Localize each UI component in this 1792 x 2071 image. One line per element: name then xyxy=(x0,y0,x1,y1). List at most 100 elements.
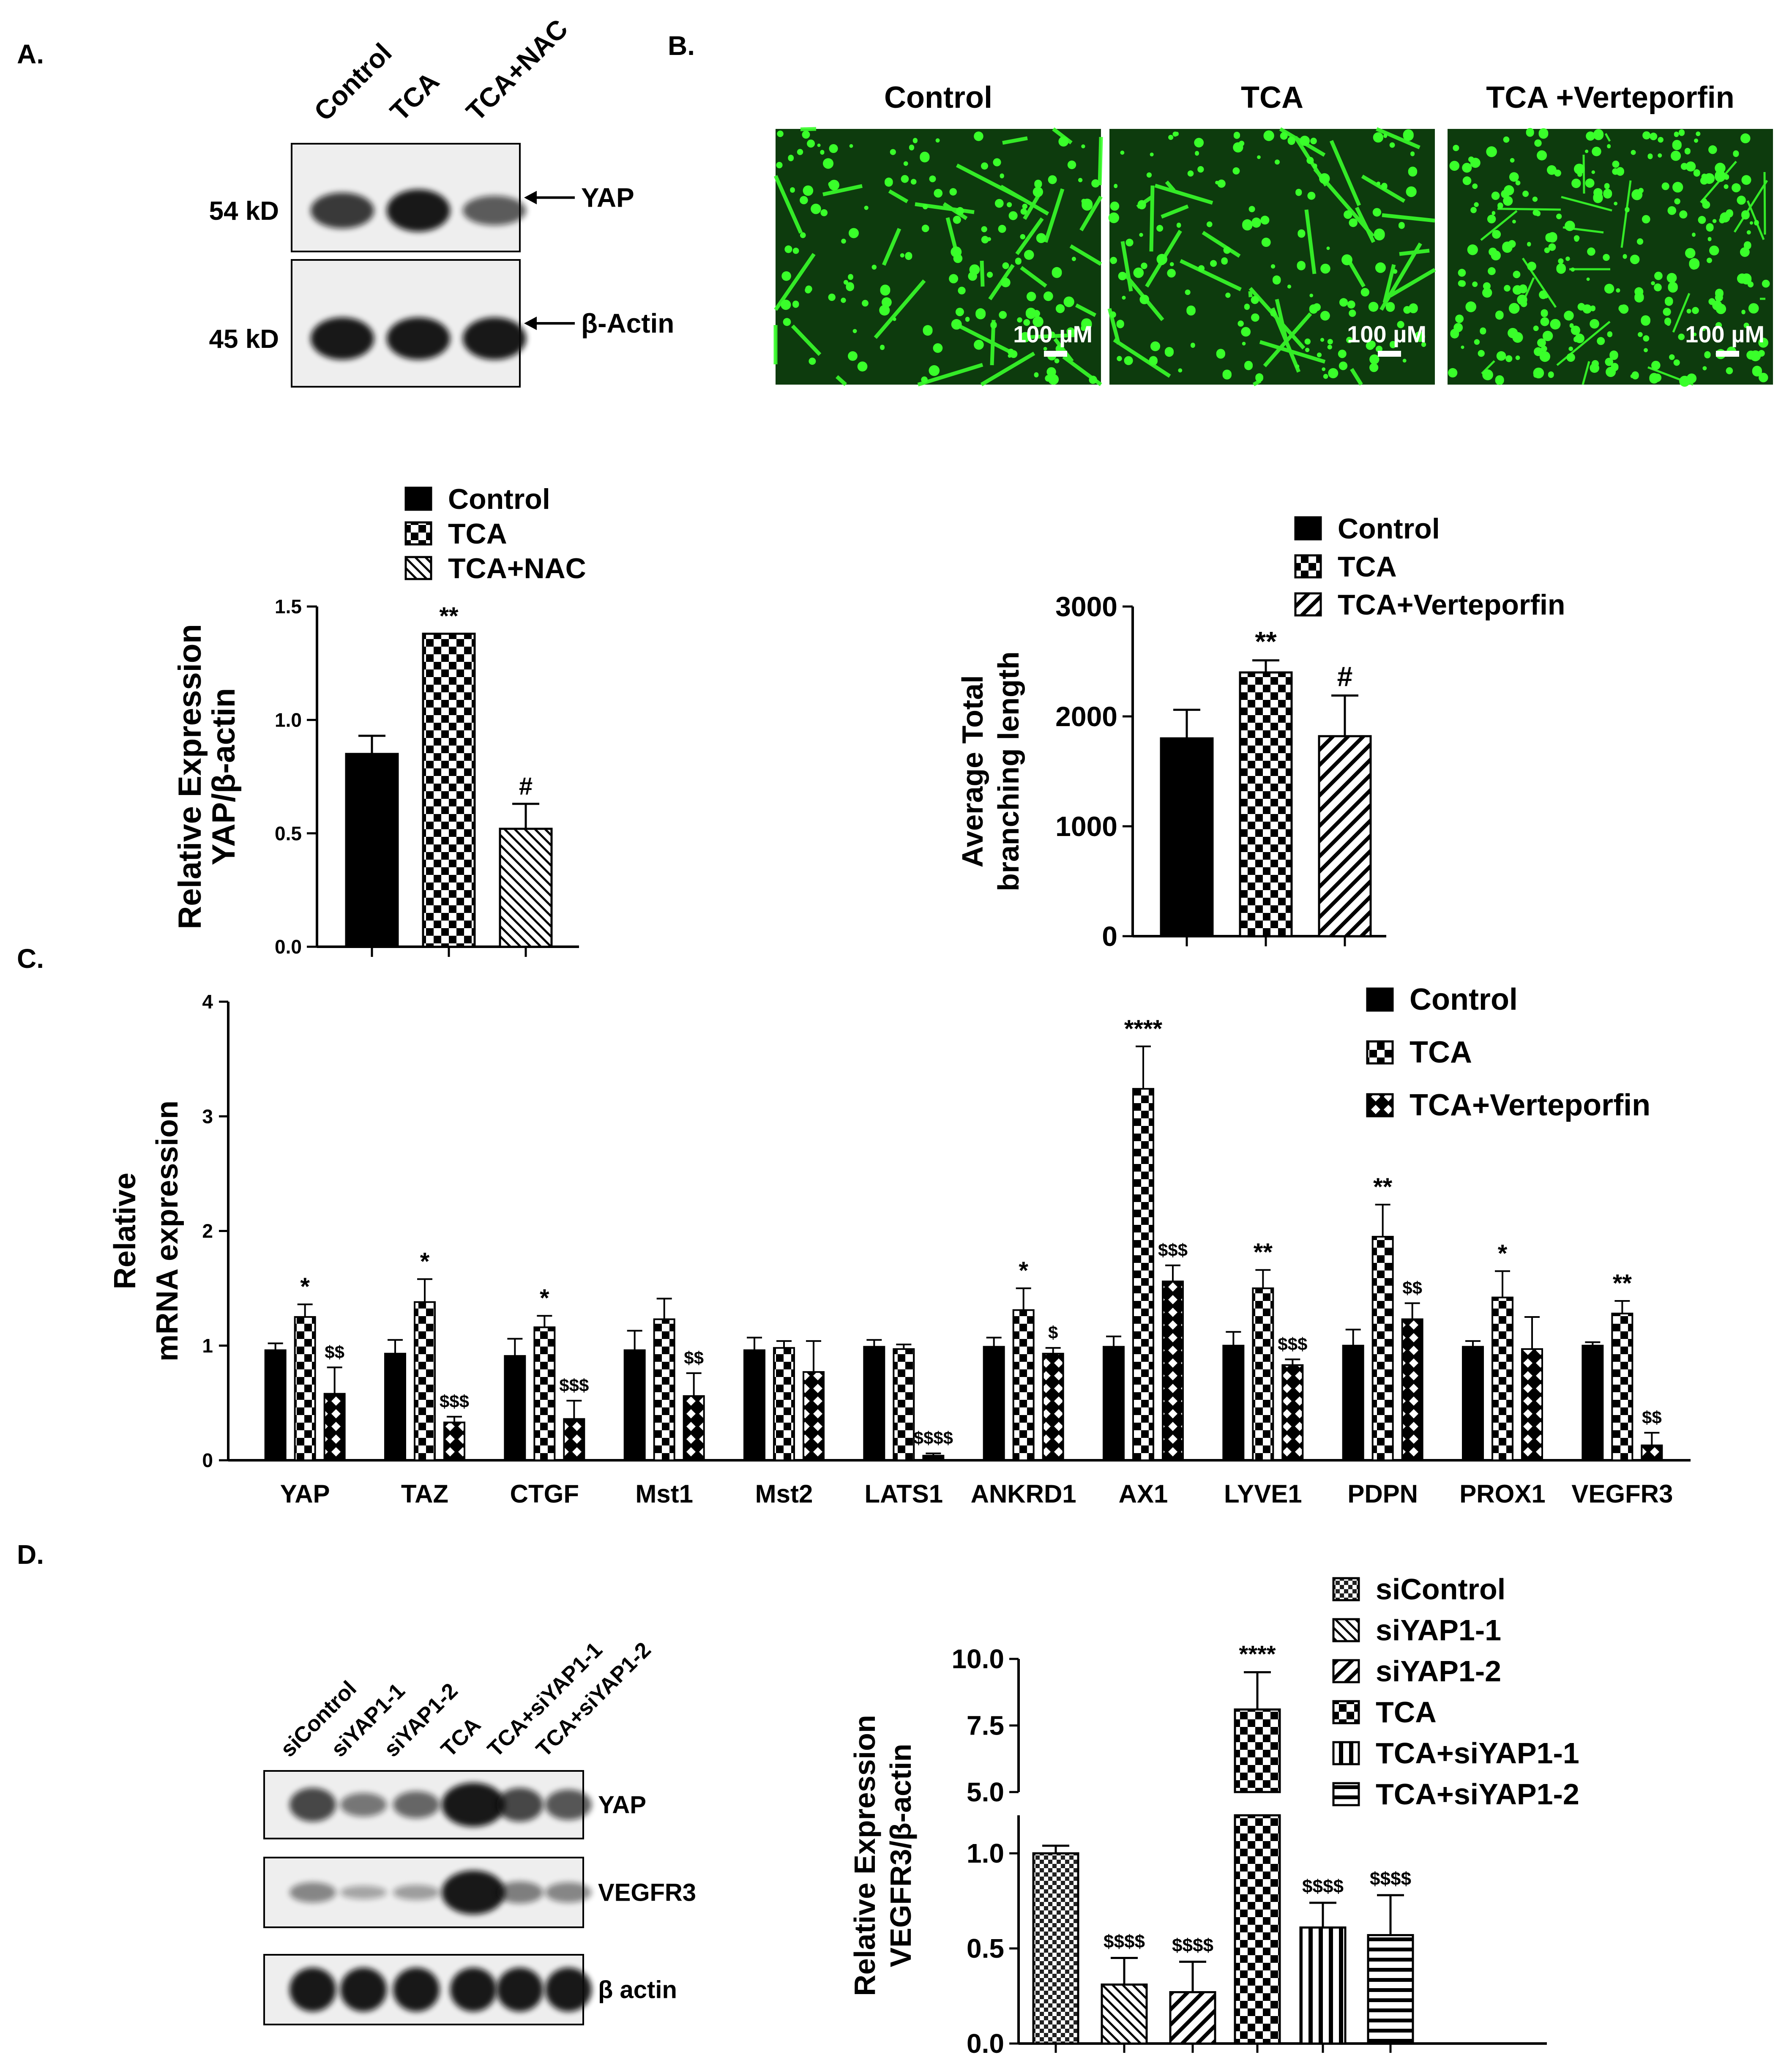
legend-swatch-tca xyxy=(404,521,432,546)
legend-swatch-tca-verteporfin xyxy=(1294,592,1322,617)
legend-swatch-tca-nac xyxy=(404,556,432,580)
annotation-lyve1-tca-verteporfin: $$$ xyxy=(1278,1334,1307,1354)
y-tick-label-1: 1 xyxy=(202,1335,213,1357)
annotation-ankrd1-tca-verteporfin: $ xyxy=(1048,1322,1058,1342)
arrow-head-yap xyxy=(524,191,537,205)
y-tick-label-0: 0 xyxy=(1102,921,1117,952)
bar-ax1-tca-verteporfin xyxy=(1162,1280,1184,1462)
bar-taz-control xyxy=(384,1352,406,1462)
band-vegfr3-lane-2 xyxy=(340,1885,387,1899)
bar-yap-tca xyxy=(294,1316,316,1461)
x-tick-label-vegfr3: VEGFR3 xyxy=(1571,1480,1673,1508)
band-actin-lane-1 xyxy=(290,1967,336,2012)
annotation-tca: **** xyxy=(1239,1641,1276,1667)
annotation-vegfr3-tca: ** xyxy=(1613,1270,1632,1297)
micrograph-title-control: Control xyxy=(884,81,992,115)
y-axis-label-1: Relative xyxy=(108,1172,142,1289)
band-actin-lane-4 xyxy=(450,1967,497,2012)
y-tick-label-0-0: 0.0 xyxy=(967,2028,1004,2059)
bar-lyve1-tca xyxy=(1252,1287,1274,1461)
bar-mst2-control xyxy=(743,1349,765,1462)
legend-label-sicontrol: siControl xyxy=(1376,1573,1505,1606)
band-actin-lane-5 xyxy=(497,1967,543,2012)
y-tick-label-1-5: 1.5 xyxy=(275,596,302,617)
legend-swatch-siyap1-1 xyxy=(1332,1618,1360,1642)
bar-tca-lower xyxy=(1234,1814,1281,2045)
bar-prox1-control xyxy=(1462,1346,1484,1461)
x-tick-label-mst2: Mst2 xyxy=(755,1480,813,1508)
legend-label-tca: TCA xyxy=(448,518,507,550)
panel-label-c: C. xyxy=(17,943,44,974)
x-tick-label-ctgf: CTGF xyxy=(510,1480,579,1508)
bar-mst1-control xyxy=(623,1349,646,1462)
bar-tca-siyap1-2 xyxy=(1367,1934,1414,2045)
x-tick-label-lyve1: LYVE1 xyxy=(1224,1480,1302,1508)
bar-mst1-tca-verteporfin xyxy=(683,1395,705,1462)
y-tick-label-7-5: 7.5 xyxy=(967,1710,1004,1741)
bar-ankrd1-tca-verteporfin xyxy=(1042,1352,1064,1462)
legend-label-siyap1-2: siYAP1-2 xyxy=(1376,1655,1501,1688)
annotation-pdpn-tca: ** xyxy=(1373,1173,1393,1201)
band-yap-lane-2 xyxy=(340,1793,387,1817)
annotation-vegfr3-tca-verteporfin: $$ xyxy=(1642,1407,1662,1427)
legend-swatch-tca xyxy=(1332,1700,1360,1724)
bar-prox1-tca-verteporfin xyxy=(1521,1348,1543,1461)
bar-control xyxy=(1160,737,1214,937)
bar-pdpn-tca-verteporfin xyxy=(1401,1318,1423,1462)
x-tick-label-lats1: LATS1 xyxy=(865,1480,943,1508)
y-axis-label-2: VEGFR3/β-actin xyxy=(884,1744,917,1967)
legend-swatch-tca-siyap1-2 xyxy=(1332,1782,1360,1806)
band-yap-lane-6 xyxy=(545,1790,592,1820)
legend-label-tca: TCA xyxy=(1338,551,1397,583)
x-tick-label-ax1: AX1 xyxy=(1119,1480,1168,1508)
scalebar-label-3: 100 µM xyxy=(1685,321,1765,347)
band-yap-lane-5 xyxy=(497,1788,543,1822)
y-tick-label-0: 0 xyxy=(202,1449,213,1471)
bar-tca xyxy=(422,632,476,948)
y-tick-label-1-0: 1.0 xyxy=(967,1838,1004,1869)
arrow-head-actin xyxy=(524,317,537,330)
annotation-pdpn-tca-verteporfin: $$ xyxy=(1402,1278,1422,1298)
lane-label-tca: TCA xyxy=(436,1713,486,1762)
legend-swatch-control xyxy=(1366,987,1394,1012)
annotation-yap-tca-verteporfin: $$ xyxy=(325,1342,344,1362)
bar-ctgf-control xyxy=(504,1355,526,1462)
annotation-yap-tca: * xyxy=(300,1273,310,1301)
annotation-taz-tca: * xyxy=(420,1248,430,1275)
scalebar-3 xyxy=(1716,351,1739,357)
kd-label-yap: 54 kD xyxy=(209,197,279,226)
scalebar-label-1: 100 µM xyxy=(1013,321,1093,347)
y-axis-label-2: branching length xyxy=(992,651,1025,891)
legend-label-tca: TCA xyxy=(1410,1036,1472,1069)
band-vegfr3-lane-5 xyxy=(497,1881,543,1904)
bar-chart-vegfr3-expression: 0.0 0.5 1.0 5.0 7.5 10.0 $$$$ $$$$ **** $$$$ $$$$ s… xyxy=(848,1573,1579,2059)
x-tick-label-taz: TAZ xyxy=(401,1480,448,1508)
blot-target-yap: YAP xyxy=(581,183,634,213)
lane-label-control: Control xyxy=(308,37,398,127)
band-actin-lane-2 xyxy=(387,317,450,360)
band-actin-lane-3 xyxy=(463,317,526,360)
legend-swatch-tca-verteporfin xyxy=(1366,1093,1394,1117)
micrograph-title-tca: TCA xyxy=(1241,81,1303,115)
blot-target-vegfr3: VEGFR3 xyxy=(598,1879,696,1907)
annotation-tca: ** xyxy=(439,602,459,630)
bar-tca-verteporfin xyxy=(1318,735,1372,937)
y-tick-label-10-0: 10.0 xyxy=(951,1644,1004,1674)
band-vegfr3-lane-6 xyxy=(545,1882,592,1903)
annotation-siyap1-1: $$$$ xyxy=(1104,1932,1145,1952)
bar-lyve1-control xyxy=(1222,1344,1245,1461)
micrographs-b: Control 100 µM TCA 100 µM TCA +Verteporfin 10… xyxy=(773,81,1773,387)
bar-chart-branching-length: 0 1000 2000 3000 ** # Control TCA TCA+Verteporfi… xyxy=(956,513,1565,952)
legend-swatch-tca-siyap1-1 xyxy=(1332,1741,1360,1765)
scalebar-label-2: 100 µM xyxy=(1347,321,1426,347)
y-tick-label-4: 4 xyxy=(202,991,213,1013)
x-tick-label-yap: YAP xyxy=(280,1480,330,1508)
lane-label-tca: TCA xyxy=(384,66,445,127)
annotation-tca-siyap1-1: $$$$ xyxy=(1302,1876,1344,1897)
bar-lats1-tca xyxy=(893,1348,915,1461)
legend-label-siyap1-1: siYAP1-1 xyxy=(1376,1614,1501,1647)
bar-mst2-tca-verteporfin xyxy=(803,1371,825,1461)
